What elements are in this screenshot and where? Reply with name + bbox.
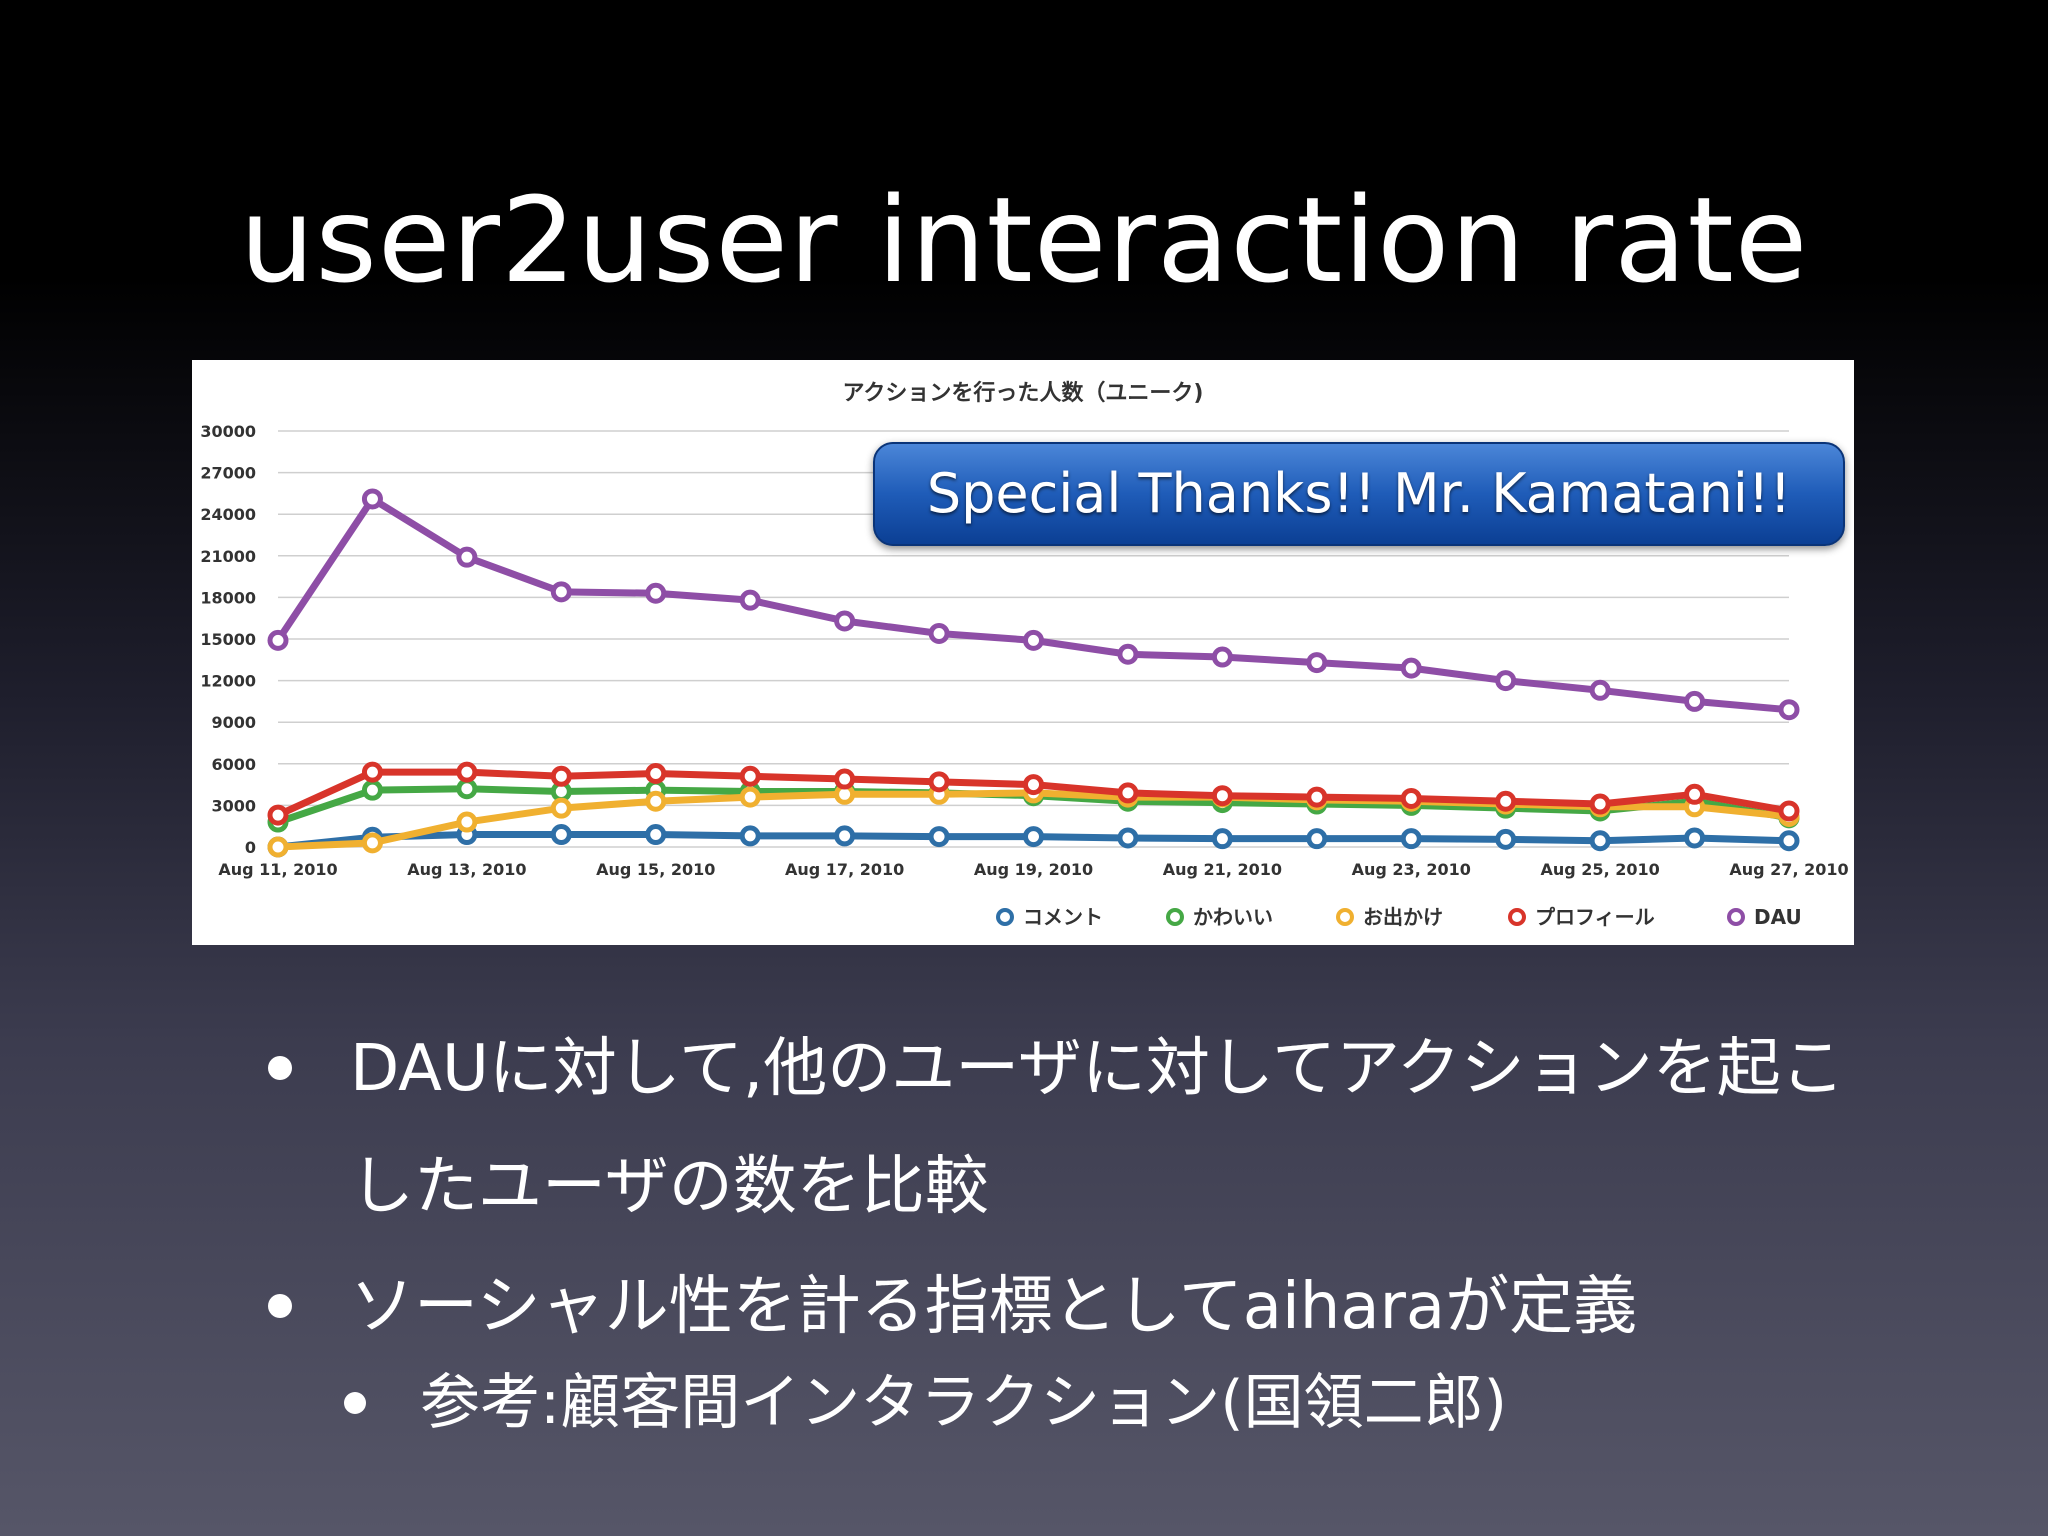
- x-tick-label: Aug 21, 2010: [1163, 860, 1282, 879]
- bullet-text: ソーシャル性を計る指標としてaiharaが定義: [350, 1270, 1638, 1344]
- legend-marker: [1508, 908, 1526, 926]
- data-point: [361, 488, 383, 510]
- legend-marker: [1166, 908, 1184, 926]
- slide-title: user2user interaction rate: [239, 171, 1809, 309]
- data-point: [834, 825, 856, 847]
- y-tick-label: 15000: [200, 630, 256, 649]
- data-point: [1306, 652, 1328, 674]
- y-tick-label: 12000: [200, 672, 256, 691]
- data-point: [1211, 828, 1233, 850]
- bullet-item-2: ソーシャル性を計る指標としてaiharaが定義: [268, 1248, 1638, 1366]
- x-tick-label: Aug 23, 2010: [1352, 860, 1471, 879]
- data-point: [456, 811, 478, 833]
- y-tick-label: 3000: [211, 796, 256, 815]
- x-tick-label: Aug 17, 2010: [785, 860, 904, 879]
- data-point: [1400, 657, 1422, 679]
- data-point: [1495, 790, 1517, 812]
- chart-title: アクションを行った人数（ユニーク): [843, 380, 1204, 406]
- data-point: [1117, 782, 1139, 804]
- bullet-item-1: DAUに対して,他のユーザに対してアクションを起こしたユーザの数を比較: [268, 1010, 1850, 1246]
- y-tick-label: 6000: [211, 755, 256, 774]
- y-tick-label: 27000: [200, 464, 256, 483]
- legend-marker: [996, 908, 1014, 926]
- data-point: [361, 832, 383, 854]
- data-point: [834, 610, 856, 632]
- thanks-banner: Special Thanks!! Mr. Kamatani!!: [873, 442, 1845, 546]
- data-point: [1117, 827, 1139, 849]
- x-tick-label: Aug 11, 2010: [218, 860, 337, 879]
- y-tick-label: 18000: [200, 588, 256, 607]
- data-point: [739, 825, 761, 847]
- data-point: [1117, 643, 1139, 665]
- legend-label: プロフィール: [1535, 905, 1655, 929]
- data-point: [645, 763, 667, 785]
- sub-bullet-item: 参考:顧客間インタラクション(国領二郎): [344, 1344, 1508, 1462]
- data-point: [1495, 828, 1517, 850]
- y-tick-label: 9000: [211, 713, 256, 732]
- data-point: [645, 824, 667, 846]
- data-point: [361, 779, 383, 801]
- data-point: [1306, 786, 1328, 808]
- data-point: [1023, 826, 1044, 848]
- y-tick-label: 24000: [200, 505, 256, 524]
- data-point: [645, 582, 667, 604]
- data-point: [739, 786, 761, 808]
- data-point: [1589, 679, 1611, 701]
- data-point: [1684, 783, 1706, 805]
- data-point: [456, 546, 478, 568]
- x-tick-label: Aug 19, 2010: [974, 860, 1093, 879]
- data-point: [1023, 774, 1044, 796]
- data-point: [1589, 830, 1611, 852]
- data-point: [550, 765, 572, 787]
- data-point: [739, 765, 761, 787]
- legend-marker: [1727, 908, 1745, 926]
- data-point: [1589, 793, 1611, 815]
- data-point: [550, 824, 572, 846]
- data-point: [1778, 699, 1800, 721]
- x-tick-label: Aug 27, 2010: [1729, 860, 1848, 879]
- data-point: [267, 629, 289, 651]
- data-point: [739, 589, 761, 611]
- data-point: [1778, 830, 1800, 852]
- y-tick-label: 0: [245, 838, 256, 857]
- data-point: [1684, 690, 1706, 712]
- data-point: [550, 581, 572, 603]
- data-point: [361, 761, 383, 783]
- data-point: [1400, 828, 1422, 850]
- data-point: [1211, 785, 1233, 807]
- data-point: [456, 761, 478, 783]
- x-tick-label: Aug 13, 2010: [407, 860, 526, 879]
- y-tick-label: 30000: [200, 422, 256, 441]
- line-chart: アクションを行った人数（ユニーク) 0 3000 6000 9000 12000 15000…: [200, 380, 1848, 929]
- legend-label: お出かけ: [1363, 905, 1443, 929]
- data-point: [1023, 629, 1044, 651]
- y-tick-label: 21000: [200, 547, 256, 566]
- legend-label: かわいい: [1193, 905, 1273, 929]
- data-point: [1306, 828, 1328, 850]
- bullet-text: DAUに対して,他のユーザに対してアクションを起こしたユーザの数を比較: [350, 1032, 1845, 1224]
- data-point: [928, 771, 950, 793]
- data-point: [456, 778, 478, 800]
- legend-label: DAU: [1754, 905, 1802, 929]
- bullet-dot: [268, 1056, 292, 1080]
- data-point: [834, 768, 856, 790]
- data-point: [928, 622, 950, 644]
- x-tick-label: Aug 15, 2010: [596, 860, 715, 879]
- data-point: [1400, 787, 1422, 809]
- bullet-text: 参考:顧客間インタラクション(国領二郎): [420, 1368, 1508, 1438]
- data-point: [645, 790, 667, 812]
- data-point: [267, 804, 289, 826]
- data-point: [267, 836, 289, 858]
- data-point: [1211, 646, 1233, 668]
- bullet-dot: [344, 1392, 366, 1414]
- data-point: [928, 826, 950, 848]
- data-point: [1778, 800, 1800, 822]
- data-point: [550, 797, 572, 819]
- legend-marker: [1336, 908, 1354, 926]
- data-point: [1684, 827, 1706, 849]
- bullet-dot: [268, 1294, 292, 1318]
- data-point: [1495, 670, 1517, 692]
- legend-label: コメント: [1023, 905, 1103, 929]
- x-tick-label: Aug 25, 2010: [1541, 860, 1660, 879]
